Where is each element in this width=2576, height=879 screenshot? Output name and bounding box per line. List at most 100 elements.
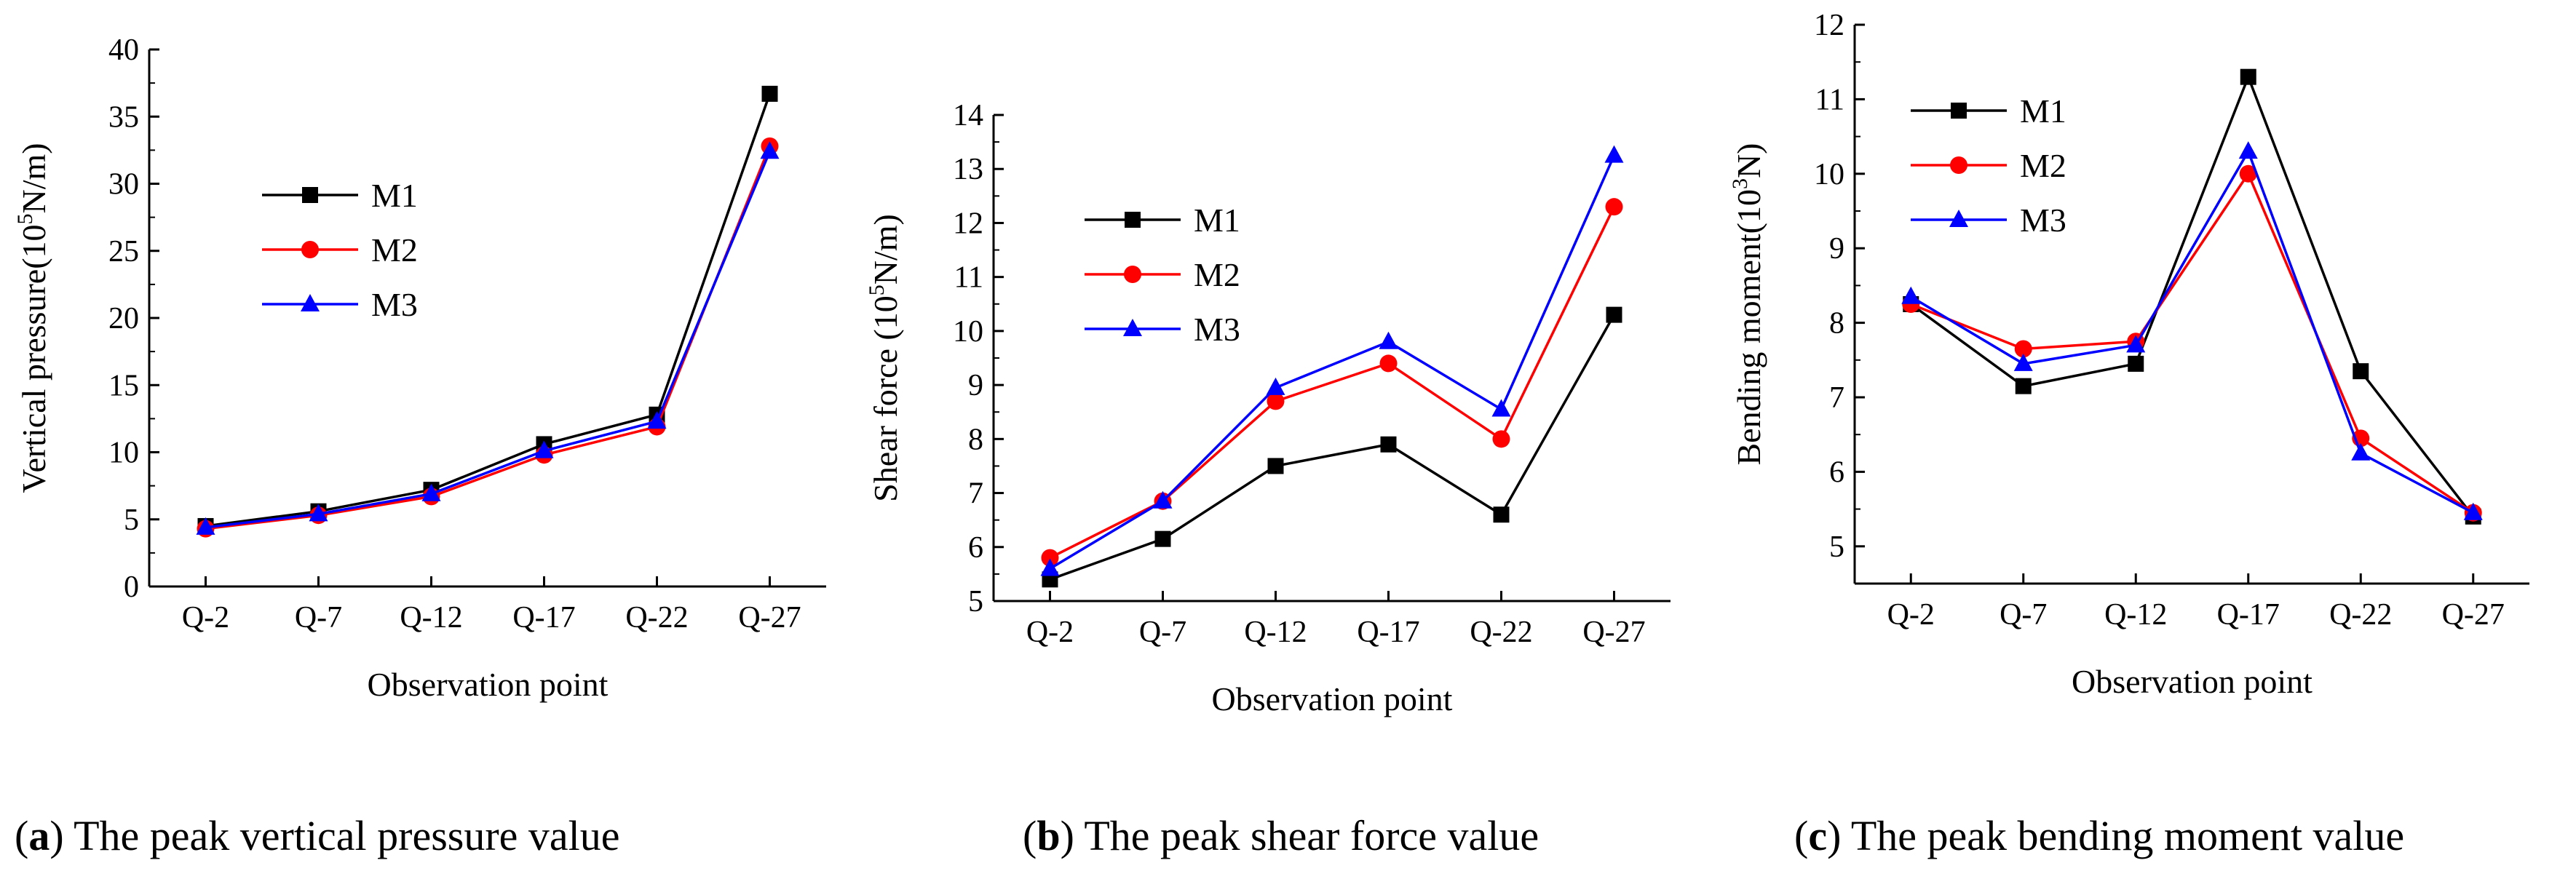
x-tick-label: Q-22: [2329, 598, 2392, 632]
legend-marker-M3: [1123, 319, 1142, 336]
data-point-M1: [1380, 436, 1397, 453]
x-tick-label: Q-7: [1139, 616, 1186, 649]
caption-text: The peak bending moment value: [1851, 812, 2404, 859]
y-axis-label-prefix: Bending moment(10: [1730, 189, 1767, 465]
legend-marker-M2: [1950, 156, 1967, 174]
legend-label-M1: M1: [371, 177, 418, 214]
chart-panel-c: 5 6 7 8 9 10 11 12 Q-2 Q-7 Q-12 Q-17 Q-22 Q-27 Observa…: [1728, 9, 2529, 859]
y-tick-label: 40: [108, 33, 139, 67]
data-point-M3: [1901, 286, 1921, 304]
data-point-M2: [1267, 392, 1285, 410]
y-axis-label-exponent: 5: [865, 285, 889, 295]
data-point-M3: [760, 141, 780, 159]
series-line-M3: [205, 151, 772, 529]
data-point-M3: [2013, 353, 2033, 371]
y-axis-label-unit: N/m): [15, 143, 52, 213]
caption-paren-open: (: [1023, 812, 1037, 859]
series-line-M1: [1910, 73, 2475, 517]
x-tick-label: Q-12: [2104, 598, 2167, 632]
y-tick-label: 7: [968, 477, 983, 511]
legend-marker-M3: [301, 294, 320, 311]
caption-paren-close: ): [49, 812, 74, 859]
data-point-M1: [1154, 530, 1171, 547]
y-tick-label: 8: [1829, 307, 1844, 341]
y-tick-label: 12: [953, 207, 983, 240]
y-tick-label: 14: [953, 99, 983, 132]
series-line-M3: [1049, 154, 1616, 570]
x-tick-label: Q-22: [1470, 616, 1532, 649]
y-tick-label: 10: [953, 315, 983, 349]
caption-paren-open: (: [15, 812, 28, 859]
legend-label-M1: M1: [1194, 202, 1240, 239]
y-tick-label: 6: [968, 531, 983, 565]
caption-letter: c: [1808, 812, 1827, 859]
x-tick-label: Q-2: [1026, 616, 1074, 649]
chart-panel-a: 0 5 10 15 20 25 30 35 40 Q-2 Q-7 Q-12 Q-17 Q-22 Q-27 Ob…: [13, 33, 826, 859]
y-tick-label: 12: [1814, 9, 1844, 42]
data-point-M3: [1040, 558, 1060, 576]
y-tick-label: 11: [954, 261, 983, 295]
x-tick-label: Q-27: [2442, 598, 2505, 632]
y-axis-label: Shear force (105N/m): [865, 214, 904, 502]
y-axis-label-unit: N/m): [867, 214, 904, 285]
figure-caption: (a) The peak vertical pressure value: [15, 812, 620, 859]
y-tick-label: 5: [968, 585, 983, 619]
x-tick-label: Q-17: [2217, 598, 2280, 632]
x-tick-label: Q-22: [625, 601, 688, 635]
legend-marker-M3: [1949, 210, 1968, 227]
y-axis-label-exponent: 5: [13, 213, 37, 224]
x-tick-label: Q-12: [400, 601, 462, 635]
x-axis-label: Observation point: [2072, 663, 2313, 700]
data-point-M3: [421, 483, 441, 501]
x-tick-label: Q-2: [182, 601, 229, 635]
data-point-M3: [2463, 502, 2483, 520]
legend-label-M3: M3: [371, 286, 418, 323]
data-point-M1: [2015, 378, 2032, 394]
legend-marker-M2: [1124, 266, 1141, 283]
legend-label-M2: M2: [1194, 256, 1240, 293]
data-point-M3: [2126, 335, 2146, 353]
data-point-M3: [534, 440, 554, 458]
data-point-M1: [2240, 68, 2256, 85]
data-point-M1: [2128, 355, 2144, 372]
caption-letter: b: [1037, 812, 1060, 859]
x-axis-label: Observation point: [368, 666, 609, 703]
x-axis-label: Observation point: [1212, 680, 1453, 717]
y-tick-label: 6: [1829, 456, 1844, 489]
data-point-M1: [761, 85, 778, 102]
legend-label-M3: M3: [1194, 311, 1240, 348]
x-tick-label: Q-7: [295, 601, 342, 635]
caption-text: The peak vertical pressure value: [74, 812, 619, 859]
series-line-M2: [1049, 206, 1616, 560]
y-tick-label: 35: [108, 100, 139, 134]
caption-text: The peak shear force value: [1084, 812, 1539, 859]
caption-paren-close: ): [1061, 812, 1085, 859]
y-tick-label: 0: [124, 570, 139, 604]
x-tick-label: Q-7: [2000, 598, 2047, 632]
data-point-M3: [647, 411, 667, 429]
data-point-M3: [1604, 145, 1624, 163]
caption-paren-close: ): [1827, 812, 1851, 859]
data-point-M2: [1041, 549, 1059, 567]
series-line-M1: [1049, 314, 1616, 581]
figure-caption: (c) The peak bending moment value: [1794, 812, 2404, 859]
y-axis-label-prefix: Shear force (10: [867, 295, 904, 502]
legend-marker-M2: [301, 241, 319, 258]
y-tick-label: 7: [1829, 381, 1844, 415]
x-tick-label: Q-17: [512, 601, 575, 635]
y-tick-label: 9: [968, 369, 983, 402]
y-tick-label: 9: [1829, 232, 1844, 266]
y-axis-label: Vertical pressure(105N/m): [13, 143, 52, 493]
legend-label-M1: M1: [2020, 92, 2066, 130]
y-axis-label-exponent: 3: [1728, 178, 1752, 189]
data-point-M1: [1493, 506, 1510, 523]
legend-label-M2: M2: [371, 231, 418, 269]
data-point-M3: [1491, 399, 1511, 417]
y-tick-label: 13: [953, 153, 983, 186]
data-point-M1: [1606, 306, 1622, 323]
data-point-M2: [2239, 164, 2257, 183]
data-point-M3: [2238, 141, 2258, 159]
y-tick-label: 10: [1814, 158, 1844, 191]
x-tick-label: Q-12: [1244, 616, 1307, 649]
